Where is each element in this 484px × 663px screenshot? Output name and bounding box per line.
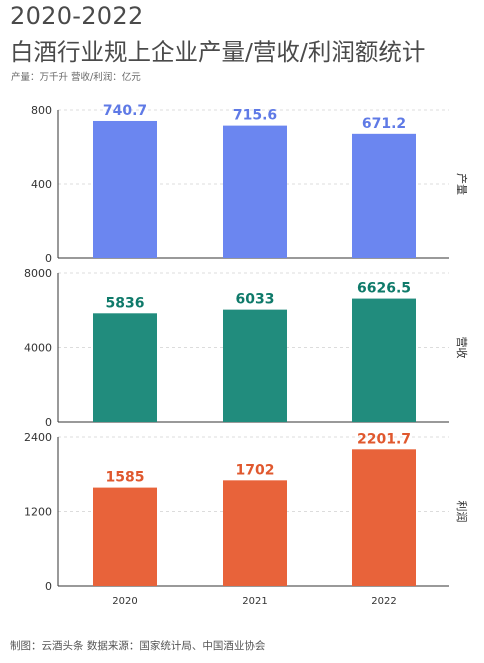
panel-label: 利润 — [455, 501, 469, 523]
bar — [352, 298, 416, 422]
x-tick-label: 2021 — [242, 596, 267, 607]
data-label: 671.2 — [362, 116, 406, 132]
bar — [352, 449, 416, 586]
data-label: 1702 — [236, 462, 275, 478]
bar — [93, 313, 157, 422]
bar — [93, 120, 157, 259]
y-tick-label: 400 — [31, 178, 52, 191]
y-tick-label: 0 — [45, 580, 52, 593]
y-tick-label: 1200 — [24, 506, 52, 519]
bar — [223, 309, 287, 422]
x-tick-label: 2022 — [371, 596, 396, 607]
data-label: 1585 — [106, 470, 145, 486]
data-label: 740.7 — [103, 103, 147, 119]
bar — [223, 480, 287, 586]
y-tick-label: 0 — [45, 416, 52, 429]
chart-title-years: 2020-2022 — [10, 2, 144, 30]
y-tick-label: 0 — [45, 252, 52, 265]
data-label: 6033 — [236, 292, 275, 308]
source-footer: 制图：云酒头条 数据来源：国家统计局、中国酒业协会 — [10, 640, 266, 652]
panel-label: 产量 — [455, 173, 469, 195]
bar — [223, 125, 287, 258]
x-tick-label: 2020 — [112, 596, 137, 607]
data-label: 2201.7 — [357, 431, 411, 447]
chart-title: 白酒行业规上企业产量/营收/利润额统计 — [10, 38, 426, 66]
data-label: 715.6 — [233, 108, 277, 124]
y-tick-label: 2400 — [24, 431, 52, 444]
y-tick-label: 4000 — [24, 342, 52, 355]
bar — [93, 487, 157, 586]
panel-label: 营收 — [455, 337, 469, 359]
y-tick-label: 800 — [31, 104, 52, 117]
bar — [352, 133, 416, 258]
data-label: 5836 — [106, 295, 145, 311]
units-note: 产量：万千升 营收/利润：亿元 — [11, 72, 141, 83]
data-label: 6626.5 — [357, 281, 411, 297]
y-tick-label: 8000 — [24, 267, 52, 280]
